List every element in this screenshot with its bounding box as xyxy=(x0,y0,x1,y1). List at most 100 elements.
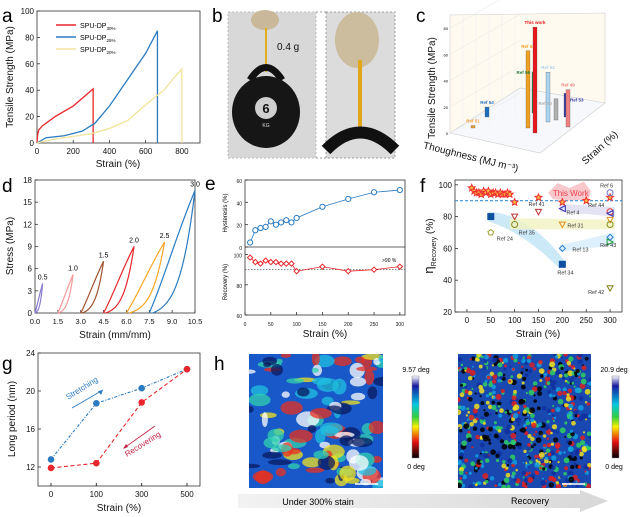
afm-domain xyxy=(489,476,495,481)
afm-domain xyxy=(465,433,472,439)
d-ytick-label: 18 xyxy=(23,176,32,185)
afm-domain xyxy=(578,449,582,452)
d-xtick-label: 3.0 xyxy=(75,317,85,326)
afm-domain xyxy=(552,414,555,417)
f-this-work-point xyxy=(505,189,515,199)
afm-domain xyxy=(525,418,530,423)
afm-domain xyxy=(555,430,559,434)
e-ytick-label: 60 xyxy=(236,314,242,320)
afm-domain xyxy=(571,381,575,385)
afm-domain xyxy=(569,416,574,420)
afm-domain xyxy=(558,451,563,455)
c-bar-label: This work xyxy=(524,20,546,25)
afm-domain xyxy=(487,404,493,410)
f-xtick-label: 150 xyxy=(532,316,546,325)
panel-letter-e: e xyxy=(205,174,216,195)
afm-domain xyxy=(493,362,498,367)
afm-domain xyxy=(307,425,317,433)
f-ytick-label: 100 xyxy=(439,181,453,190)
afm-domain xyxy=(573,367,576,370)
afm-domain xyxy=(483,359,488,364)
afm-domain xyxy=(573,462,577,466)
afm-domain xyxy=(459,392,465,398)
afm-domain xyxy=(571,376,575,380)
c-bar xyxy=(545,72,551,123)
c-bar-label: Ref 53 xyxy=(570,97,584,102)
afm-domain xyxy=(563,403,569,408)
afm-domain xyxy=(249,463,261,469)
afm-domain xyxy=(524,426,528,430)
d-xtick-label: 9.0 xyxy=(167,317,177,326)
afm-domain xyxy=(498,482,502,487)
afm-domain xyxy=(570,451,574,455)
afm-domain xyxy=(491,357,497,364)
a-plot-frame xyxy=(36,10,201,144)
afm-domain xyxy=(505,472,511,478)
afm-domain xyxy=(588,381,591,386)
afm-domain xyxy=(538,422,543,427)
afm-domain xyxy=(378,355,383,363)
afm-domain xyxy=(483,409,486,412)
afm-domain xyxy=(339,435,354,446)
afm-domain xyxy=(506,463,510,467)
afm-domain xyxy=(578,451,584,457)
afm-domain xyxy=(281,391,290,398)
afm-domain xyxy=(510,375,514,379)
afm-domain xyxy=(464,385,468,389)
f-ytick-label: 20 xyxy=(443,308,452,317)
f-this-work-point xyxy=(605,192,615,202)
afm-domain xyxy=(458,424,461,428)
afm-domain xyxy=(471,365,474,368)
afm-domain xyxy=(477,481,482,486)
f-xtick-label: 250 xyxy=(580,316,594,325)
afm-domain xyxy=(575,480,578,483)
afm-domain xyxy=(479,388,485,394)
g-ytick-label: 12 xyxy=(26,463,35,472)
afm-domain xyxy=(537,391,543,397)
a-ytick-label: 0 xyxy=(30,139,35,148)
d-xtick-label: 4.5 xyxy=(98,317,108,326)
afm-domain xyxy=(503,477,510,484)
f-ref-label: Ref 44 xyxy=(588,203,604,209)
afm-domain xyxy=(483,411,490,417)
f-ref-point xyxy=(558,204,566,213)
a-ytick-label: 40 xyxy=(25,86,34,95)
afm-domain xyxy=(488,426,493,432)
afm-domain xyxy=(511,395,517,401)
afm-domain xyxy=(551,455,557,461)
f-ref-point xyxy=(606,238,615,246)
afm-domain xyxy=(464,458,469,463)
d-xtick-label: 6.0 xyxy=(121,317,131,326)
afm-domain xyxy=(562,387,567,392)
afm-domain xyxy=(527,433,532,439)
afm-domain xyxy=(551,408,555,413)
afm-domain xyxy=(582,431,586,434)
afm-domain xyxy=(463,382,467,387)
a-ytick-label: 20 xyxy=(25,113,34,122)
colorbar-left-max: 9.57 deg xyxy=(402,367,429,374)
f-ref-point xyxy=(487,228,495,236)
afm-domain xyxy=(551,385,556,391)
c-bar xyxy=(553,98,559,121)
colorbar-left xyxy=(411,375,420,459)
afm-domain xyxy=(474,357,480,362)
d-xtick-label: 10.5 xyxy=(188,317,203,326)
afm-domain xyxy=(474,483,478,487)
afm-domain xyxy=(480,427,485,433)
e-point xyxy=(246,254,254,261)
afm-domain xyxy=(372,456,382,463)
afm-domain xyxy=(508,458,513,463)
g-recovering-arrow xyxy=(123,425,156,449)
afm-domain xyxy=(475,417,479,421)
afm-domain xyxy=(461,483,466,488)
panel-letter-a: a xyxy=(2,6,13,27)
afm-domain xyxy=(511,471,516,476)
a-xlabel: Strain (%) xyxy=(96,159,140,170)
f-ref-point xyxy=(487,213,495,221)
afm-domain xyxy=(484,479,489,484)
afm-domain xyxy=(497,404,501,408)
afm-domain xyxy=(539,458,545,464)
afm-domain xyxy=(564,380,568,383)
f-band-ref13 xyxy=(559,232,615,252)
d-xtick-label: 7.5 xyxy=(144,317,154,326)
